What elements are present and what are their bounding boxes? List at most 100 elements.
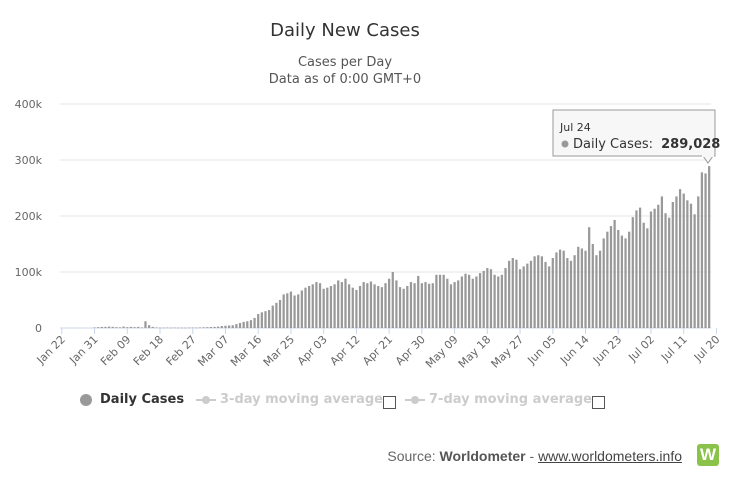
bar[interactable] — [133, 327, 136, 328]
bar[interactable] — [642, 222, 645, 328]
bar[interactable] — [646, 228, 649, 328]
bar[interactable] — [333, 284, 336, 328]
bar[interactable] — [537, 255, 540, 328]
bar[interactable] — [660, 196, 664, 328]
bar[interactable] — [577, 246, 580, 328]
bar[interactable] — [107, 326, 111, 328]
bar[interactable] — [329, 286, 333, 328]
bar[interactable] — [635, 210, 638, 328]
bar[interactable] — [162, 327, 165, 329]
bar[interactable] — [195, 327, 198, 329]
bar[interactable] — [111, 326, 114, 328]
bar[interactable] — [588, 227, 591, 328]
bar[interactable] — [417, 275, 420, 328]
bar[interactable] — [304, 287, 307, 328]
bar[interactable] — [653, 208, 656, 328]
bar[interactable] — [631, 217, 634, 328]
bar[interactable] — [100, 326, 103, 328]
bar[interactable] — [409, 282, 413, 328]
bar[interactable] — [362, 282, 365, 328]
bar[interactable] — [202, 327, 205, 328]
bar[interactable] — [184, 327, 187, 329]
bar[interactable] — [300, 290, 303, 328]
bar[interactable] — [293, 295, 296, 328]
bar[interactable] — [595, 255, 598, 328]
bar[interactable] — [384, 283, 387, 328]
bar[interactable] — [628, 231, 631, 328]
bar[interactable] — [318, 283, 322, 328]
bar[interactable] — [693, 214, 696, 328]
bar[interactable] — [173, 327, 176, 329]
bar[interactable] — [231, 325, 234, 328]
bar[interactable] — [227, 325, 231, 328]
bar[interactable] — [253, 317, 256, 328]
bar[interactable] — [424, 282, 427, 328]
legend-item-3day-average[interactable]: 3-day moving average — [196, 392, 383, 407]
bar[interactable] — [573, 255, 576, 328]
bar[interactable] — [97, 327, 100, 328]
bar[interactable] — [355, 289, 358, 328]
bar[interactable] — [500, 274, 503, 328]
bar[interactable] — [522, 266, 525, 328]
bar[interactable] — [413, 283, 416, 328]
bar[interactable] — [602, 238, 605, 328]
bar[interactable] — [449, 284, 453, 328]
bar[interactable] — [460, 276, 463, 328]
bar[interactable] — [478, 273, 482, 328]
bar[interactable] — [126, 327, 129, 328]
bar[interactable] — [584, 250, 587, 328]
legend-item-daily-cases[interactable]: Daily Cases — [80, 392, 184, 407]
bar[interactable] — [264, 311, 267, 328]
bar[interactable] — [398, 287, 402, 328]
bar[interactable] — [689, 203, 693, 328]
bar[interactable] — [435, 274, 438, 328]
bar[interactable] — [569, 260, 573, 328]
bar[interactable] — [497, 276, 500, 328]
bar[interactable] — [311, 284, 314, 328]
bar[interactable] — [540, 256, 544, 328]
bar[interactable] — [511, 258, 514, 328]
bar[interactable] — [562, 250, 565, 328]
bar[interactable] — [548, 266, 551, 328]
bar[interactable] — [504, 268, 507, 328]
bar[interactable] — [475, 276, 478, 328]
bar[interactable] — [286, 293, 289, 328]
bar[interactable] — [638, 207, 642, 328]
bar[interactable] — [166, 327, 169, 329]
bar[interactable] — [235, 324, 238, 328]
bar[interactable] — [555, 252, 558, 328]
worldometer-logo-icon[interactable]: W — [697, 444, 719, 466]
bar[interactable] — [620, 235, 624, 328]
bar[interactable] — [649, 211, 653, 328]
source-link[interactable]: www.worldometers.info — [538, 448, 682, 464]
bar[interactable] — [515, 259, 518, 328]
bar[interactable] — [213, 326, 216, 328]
bar[interactable] — [137, 326, 140, 328]
bar[interactable] — [580, 248, 584, 328]
bar[interactable] — [526, 263, 529, 328]
bar[interactable] — [391, 272, 394, 328]
bar[interactable] — [420, 283, 423, 328]
bar[interactable] — [428, 283, 431, 328]
bar[interactable] — [275, 302, 278, 328]
bar[interactable] — [489, 269, 493, 328]
bar[interactable] — [380, 287, 383, 328]
bar[interactable] — [144, 321, 147, 328]
bar[interactable] — [340, 282, 343, 328]
bar[interactable] — [493, 274, 496, 328]
bar[interactable] — [344, 278, 347, 328]
bar[interactable] — [282, 294, 285, 328]
bar[interactable] — [151, 326, 154, 328]
bar[interactable] — [609, 226, 613, 328]
bar[interactable] — [482, 270, 485, 328]
bar[interactable] — [551, 258, 554, 328]
bar[interactable] — [395, 280, 398, 328]
bar[interactable] — [104, 326, 107, 328]
bar[interactable] — [464, 273, 467, 328]
bar[interactable] — [518, 269, 522, 328]
bar[interactable] — [155, 327, 158, 329]
bar[interactable] — [566, 258, 569, 328]
bar[interactable] — [675, 196, 678, 328]
bar[interactable] — [697, 196, 700, 328]
checkbox-3day-average[interactable] — [383, 396, 396, 409]
